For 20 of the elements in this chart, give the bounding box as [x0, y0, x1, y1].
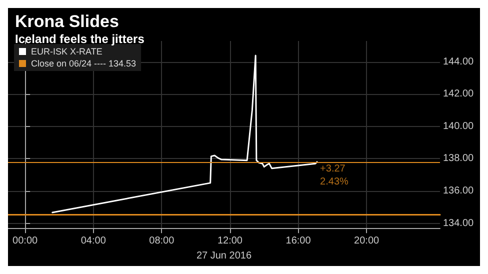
x-tick-label: 16:00	[286, 236, 312, 247]
y-tick-label: 138.00	[443, 153, 474, 164]
legend-label: EUR-ISK X-RATE	[31, 46, 102, 56]
legend-label: Close on 06/24 ---- 134.53	[31, 58, 136, 68]
annotation: +3.27	[320, 163, 346, 174]
annotation: 2.43%	[320, 176, 349, 188]
x-axis-title: 27 Jun 2016	[196, 250, 252, 262]
y-tick-label: 136.00	[443, 186, 474, 197]
x-tick-label: 04:00	[80, 236, 106, 247]
line-series	[52, 54, 318, 214]
x-tick-label: 00:00	[12, 236, 38, 247]
x-tick-label: 12:00	[217, 236, 243, 247]
x-tick-label: 20:00	[354, 236, 380, 247]
y-tick-label: 140.00	[443, 120, 474, 132]
x-tick-label: 08:00	[149, 236, 175, 247]
y-tick-label: 144.00	[443, 56, 474, 68]
y-tick-label: 142.00	[443, 88, 474, 100]
chart-title: Krona Slides	[15, 12, 119, 31]
chart-subtitle: Iceland feels the jitters	[15, 32, 145, 46]
y-tick-label: 134.00	[443, 218, 474, 229]
